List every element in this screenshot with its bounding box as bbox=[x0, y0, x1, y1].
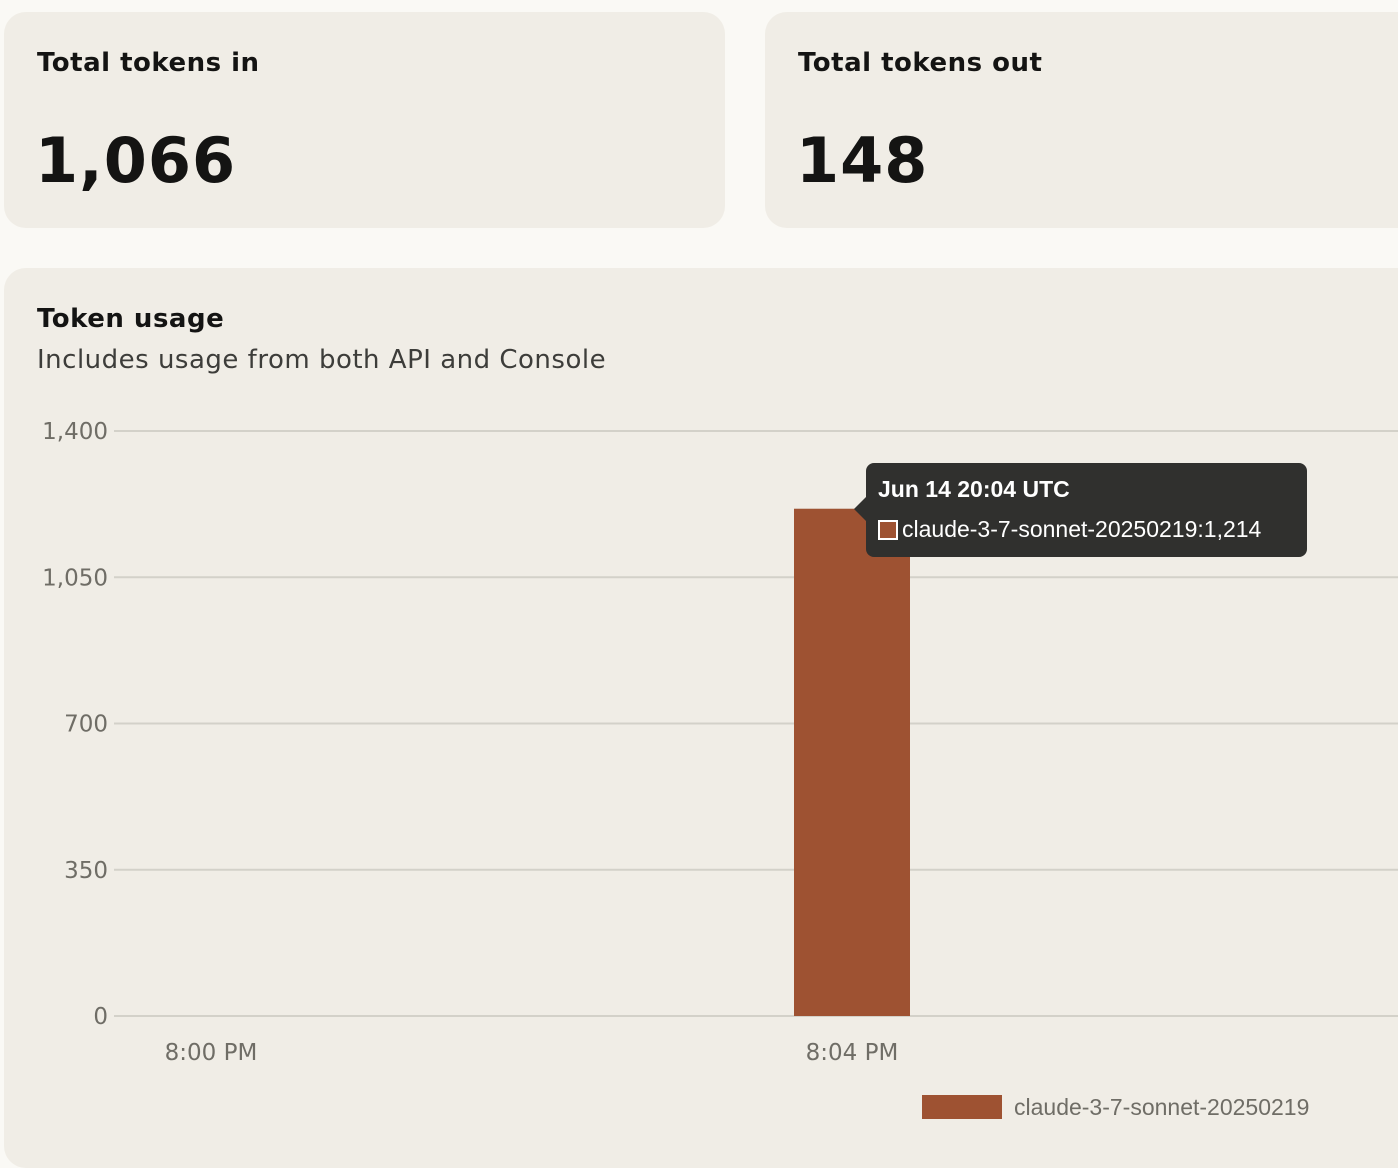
tooltip-swatch bbox=[878, 519, 898, 540]
tokens-in-card: Total tokens in 1,066 bbox=[4, 12, 725, 228]
tooltip-separator: : bbox=[1197, 516, 1204, 542]
token-usage-card: Token usage Includes usage from both API… bbox=[4, 268, 1398, 1168]
y-tick-label-4: 1,400 bbox=[42, 419, 108, 445]
token-usage-chart[interactable]: 0 350 700 1,050 1,400 8:00 PM 8:04 PM bbox=[4, 268, 1398, 1168]
tokens-in-label: Total tokens in bbox=[37, 48, 260, 78]
y-tick-label-1: 350 bbox=[64, 858, 108, 884]
tokens-out-card: Total tokens out 148 bbox=[765, 12, 1398, 228]
y-tick-label-0: 0 bbox=[93, 1004, 108, 1030]
y-tick-label-2: 700 bbox=[64, 712, 108, 738]
x-tick-label-0: 8:00 PM bbox=[165, 1040, 258, 1066]
tokens-in-value: 1,066 bbox=[35, 124, 237, 197]
tooltip-title: Jun 14 20:04 UTC bbox=[878, 476, 1070, 502]
chart-legend[interactable]: claude-3-7-sonnet-20250219 bbox=[922, 1094, 1309, 1120]
chart-title: Token usage bbox=[37, 304, 225, 334]
x-tick-label-1: 8:04 PM bbox=[806, 1040, 899, 1066]
legend-swatch bbox=[922, 1095, 1002, 1119]
tokens-out-value: 148 bbox=[796, 124, 929, 197]
bar-8-04-pm[interactable] bbox=[794, 508, 910, 1016]
tooltip-row: claude-3-7-sonnet-20250219: 1,214 bbox=[878, 516, 1261, 543]
tooltip-series-name: claude-3-7-sonnet-20250219 bbox=[902, 516, 1198, 542]
tooltip-value: 1,214 bbox=[1203, 516, 1262, 542]
chart-subtitle: Includes usage from both API and Console bbox=[37, 345, 607, 375]
tokens-out-label: Total tokens out bbox=[798, 48, 1043, 78]
y-tick-label-3: 1,050 bbox=[42, 565, 108, 591]
legend-label: claude-3-7-sonnet-20250219 bbox=[1014, 1093, 1310, 1120]
chart-tooltip: Jun 14 20:04 UTC claude-3-7-sonnet-20250… bbox=[854, 463, 1307, 557]
